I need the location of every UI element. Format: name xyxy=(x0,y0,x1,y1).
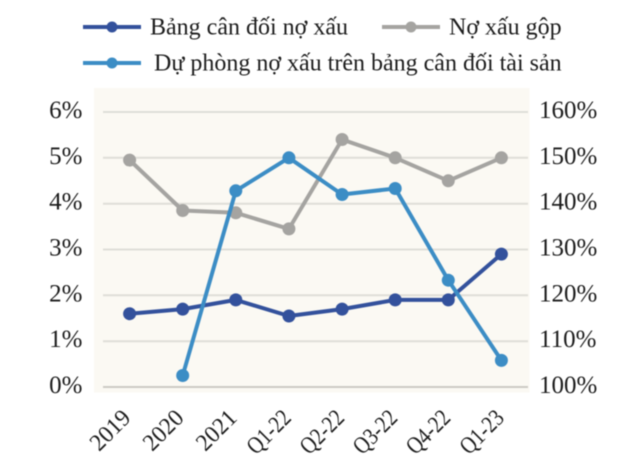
svg-text:Bảng cân đối nợ xấu: Bảng cân đối nợ xấu xyxy=(150,15,348,41)
svg-text:0%: 0% xyxy=(49,372,82,399)
svg-text:110%: 110% xyxy=(539,326,596,353)
svg-text:160%: 160% xyxy=(539,97,597,124)
svg-text:Q2-22: Q2-22 xyxy=(295,405,350,460)
svg-text:100%: 100% xyxy=(539,372,597,399)
svg-text:2020: 2020 xyxy=(138,405,189,456)
svg-text:150%: 150% xyxy=(539,143,597,170)
svg-text:Q3-22: Q3-22 xyxy=(348,405,403,460)
svg-text:6%: 6% xyxy=(49,97,82,124)
svg-text:1%: 1% xyxy=(49,326,82,353)
svg-text:2%: 2% xyxy=(49,280,82,307)
svg-text:130%: 130% xyxy=(539,235,597,262)
svg-text:2019: 2019 xyxy=(85,405,136,456)
svg-text:140%: 140% xyxy=(539,189,597,216)
svg-text:Nợ xấu gộp: Nợ xấu gộp xyxy=(449,15,562,41)
svg-text:Q1-22: Q1-22 xyxy=(242,405,297,460)
svg-text:Dự phòng nợ xấu trên bảng cân: Dự phòng nợ xấu trên bảng cân đối tài sả… xyxy=(154,51,562,77)
svg-text:120%: 120% xyxy=(539,280,597,307)
svg-text:4%: 4% xyxy=(49,189,82,216)
svg-text:3%: 3% xyxy=(49,235,82,262)
svg-text:2021: 2021 xyxy=(191,405,242,456)
svg-text:5%: 5% xyxy=(49,143,82,170)
svg-text:Q1-23: Q1-23 xyxy=(455,405,510,460)
svg-text:Q4-22: Q4-22 xyxy=(401,405,456,460)
